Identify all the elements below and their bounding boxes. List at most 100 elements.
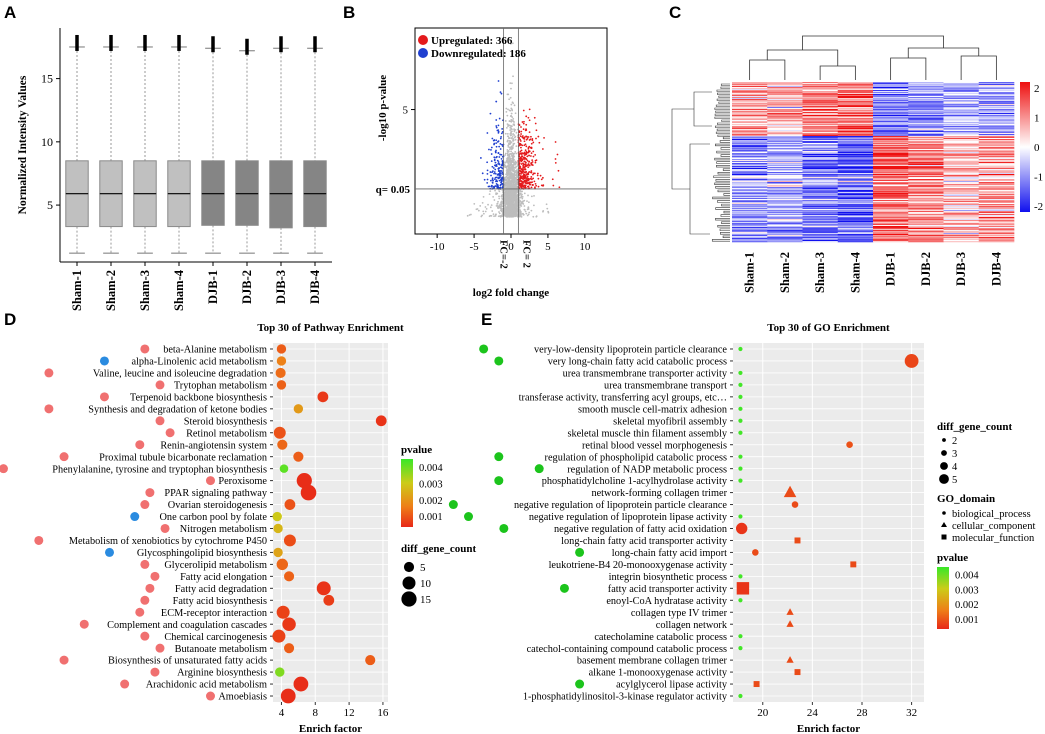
point-ns: [507, 146, 510, 148]
point-ns: [520, 202, 523, 204]
heatmap-cell: [732, 111, 768, 113]
point-ns: [513, 129, 516, 131]
heatmap-cell: [978, 90, 1015, 92]
point-ns: [503, 177, 506, 179]
heatmap-cell: [837, 179, 874, 181]
heatmap-cell: [943, 83, 980, 85]
heatmap-cell: [767, 123, 803, 125]
point-up: [554, 158, 557, 160]
heatmap-cell: [732, 112, 768, 114]
point-down: [486, 181, 489, 184]
heatmap-cell: [802, 143, 839, 145]
point-ns: [508, 163, 511, 165]
heatmap-cell: [767, 201, 803, 203]
heatmap-cell: [978, 87, 1015, 89]
heatmap-cell: [908, 110, 944, 112]
heatmap-cell: [837, 129, 874, 131]
heatmap-cell: [732, 232, 768, 234]
heatmap-cell: [767, 99, 803, 101]
heatmap-cell: [802, 122, 839, 124]
heatmap-cell: [908, 99, 944, 101]
bubble: [738, 418, 743, 423]
heatmap-cell: [767, 177, 803, 179]
heatmap-cell: [767, 162, 803, 164]
heatmap-cell: [802, 89, 839, 91]
point-up: [524, 152, 527, 155]
heatmap-cell: [767, 110, 803, 112]
heatmap-cell: [873, 205, 909, 207]
point-up: [520, 146, 522, 149]
heatmap-cell: [732, 179, 768, 181]
heatmap-cell: [837, 155, 874, 157]
heatmap-cell: [802, 106, 839, 108]
heatmap-cell: [943, 97, 980, 99]
heatmap-cell: [943, 202, 980, 204]
heatmap-column-label: DJB-4: [989, 251, 1003, 286]
point-up: [541, 176, 544, 179]
heatmap-cell: [837, 173, 874, 175]
heatmap-cell: [978, 186, 1015, 188]
heatmap-cell: [908, 199, 944, 201]
term-marker: [448, 500, 458, 510]
point-ns: [507, 93, 510, 96]
heatmap-cell: [732, 155, 768, 157]
heatmap-cell: [767, 237, 803, 239]
point-ns: [523, 208, 526, 211]
heatmap-cell: [732, 231, 768, 233]
point-up: [526, 182, 529, 185]
heatmap-cell: [873, 202, 909, 204]
heatmap-cell: [767, 160, 803, 162]
heatmap-cell: [873, 82, 909, 84]
point-ns: [509, 167, 511, 170]
heatmap-cell: [767, 207, 803, 209]
point-ns: [535, 215, 538, 218]
heatmap-cell: [837, 98, 874, 100]
heatmap-cell: [767, 221, 803, 223]
bubble: [273, 523, 283, 534]
heatmap-cell: [908, 91, 944, 93]
point-ns: [515, 207, 518, 210]
term-label: Fatty acid biosynthesis: [173, 596, 267, 607]
heatmap-cell: [978, 125, 1015, 127]
bubble: [738, 478, 743, 483]
heatmap-cell: [908, 206, 944, 208]
heatmap-cell: [732, 226, 768, 228]
heatmap-cell: [943, 225, 980, 227]
heatmap-cell: [837, 187, 874, 189]
heatmap-cell: [873, 165, 909, 167]
point-ns: [520, 196, 523, 199]
point-ns: [490, 204, 493, 207]
heatmap-cell: [802, 87, 839, 89]
heatmap-cell: [978, 121, 1015, 123]
point-ns: [509, 215, 512, 218]
heatmap-cell: [943, 210, 980, 212]
heatmap-cell: [908, 170, 944, 172]
heatmap-cell: [908, 166, 944, 168]
heatmap-cell: [943, 200, 980, 202]
point-ns: [509, 187, 512, 189]
legend-swatch-down: [418, 48, 428, 58]
heatmap-cell: [873, 145, 909, 147]
heatmap-cell: [732, 117, 768, 119]
bubble-square: [736, 582, 750, 595]
point-down: [490, 148, 492, 151]
point-up: [522, 175, 525, 177]
bubble: [283, 534, 296, 547]
heatmap-cell: [978, 105, 1015, 107]
point-ns: [500, 215, 503, 218]
heatmap-cell: [802, 196, 839, 198]
heatmap-column-label: DJB-1: [884, 252, 898, 286]
legend-swatch-up: [418, 35, 428, 45]
term-marker: [206, 691, 215, 701]
heatmap-cell: [908, 221, 944, 223]
point-up: [518, 180, 521, 183]
heatmap-cell: [978, 106, 1015, 108]
heatmap-cell: [943, 173, 980, 175]
point-up: [543, 137, 545, 139]
heatmap-cell: [732, 84, 768, 86]
heatmap-cell: [732, 206, 768, 208]
point-down: [500, 135, 503, 138]
point-up: [519, 138, 522, 141]
point-ns: [509, 96, 512, 99]
y-tick-label: 10: [41, 135, 53, 149]
